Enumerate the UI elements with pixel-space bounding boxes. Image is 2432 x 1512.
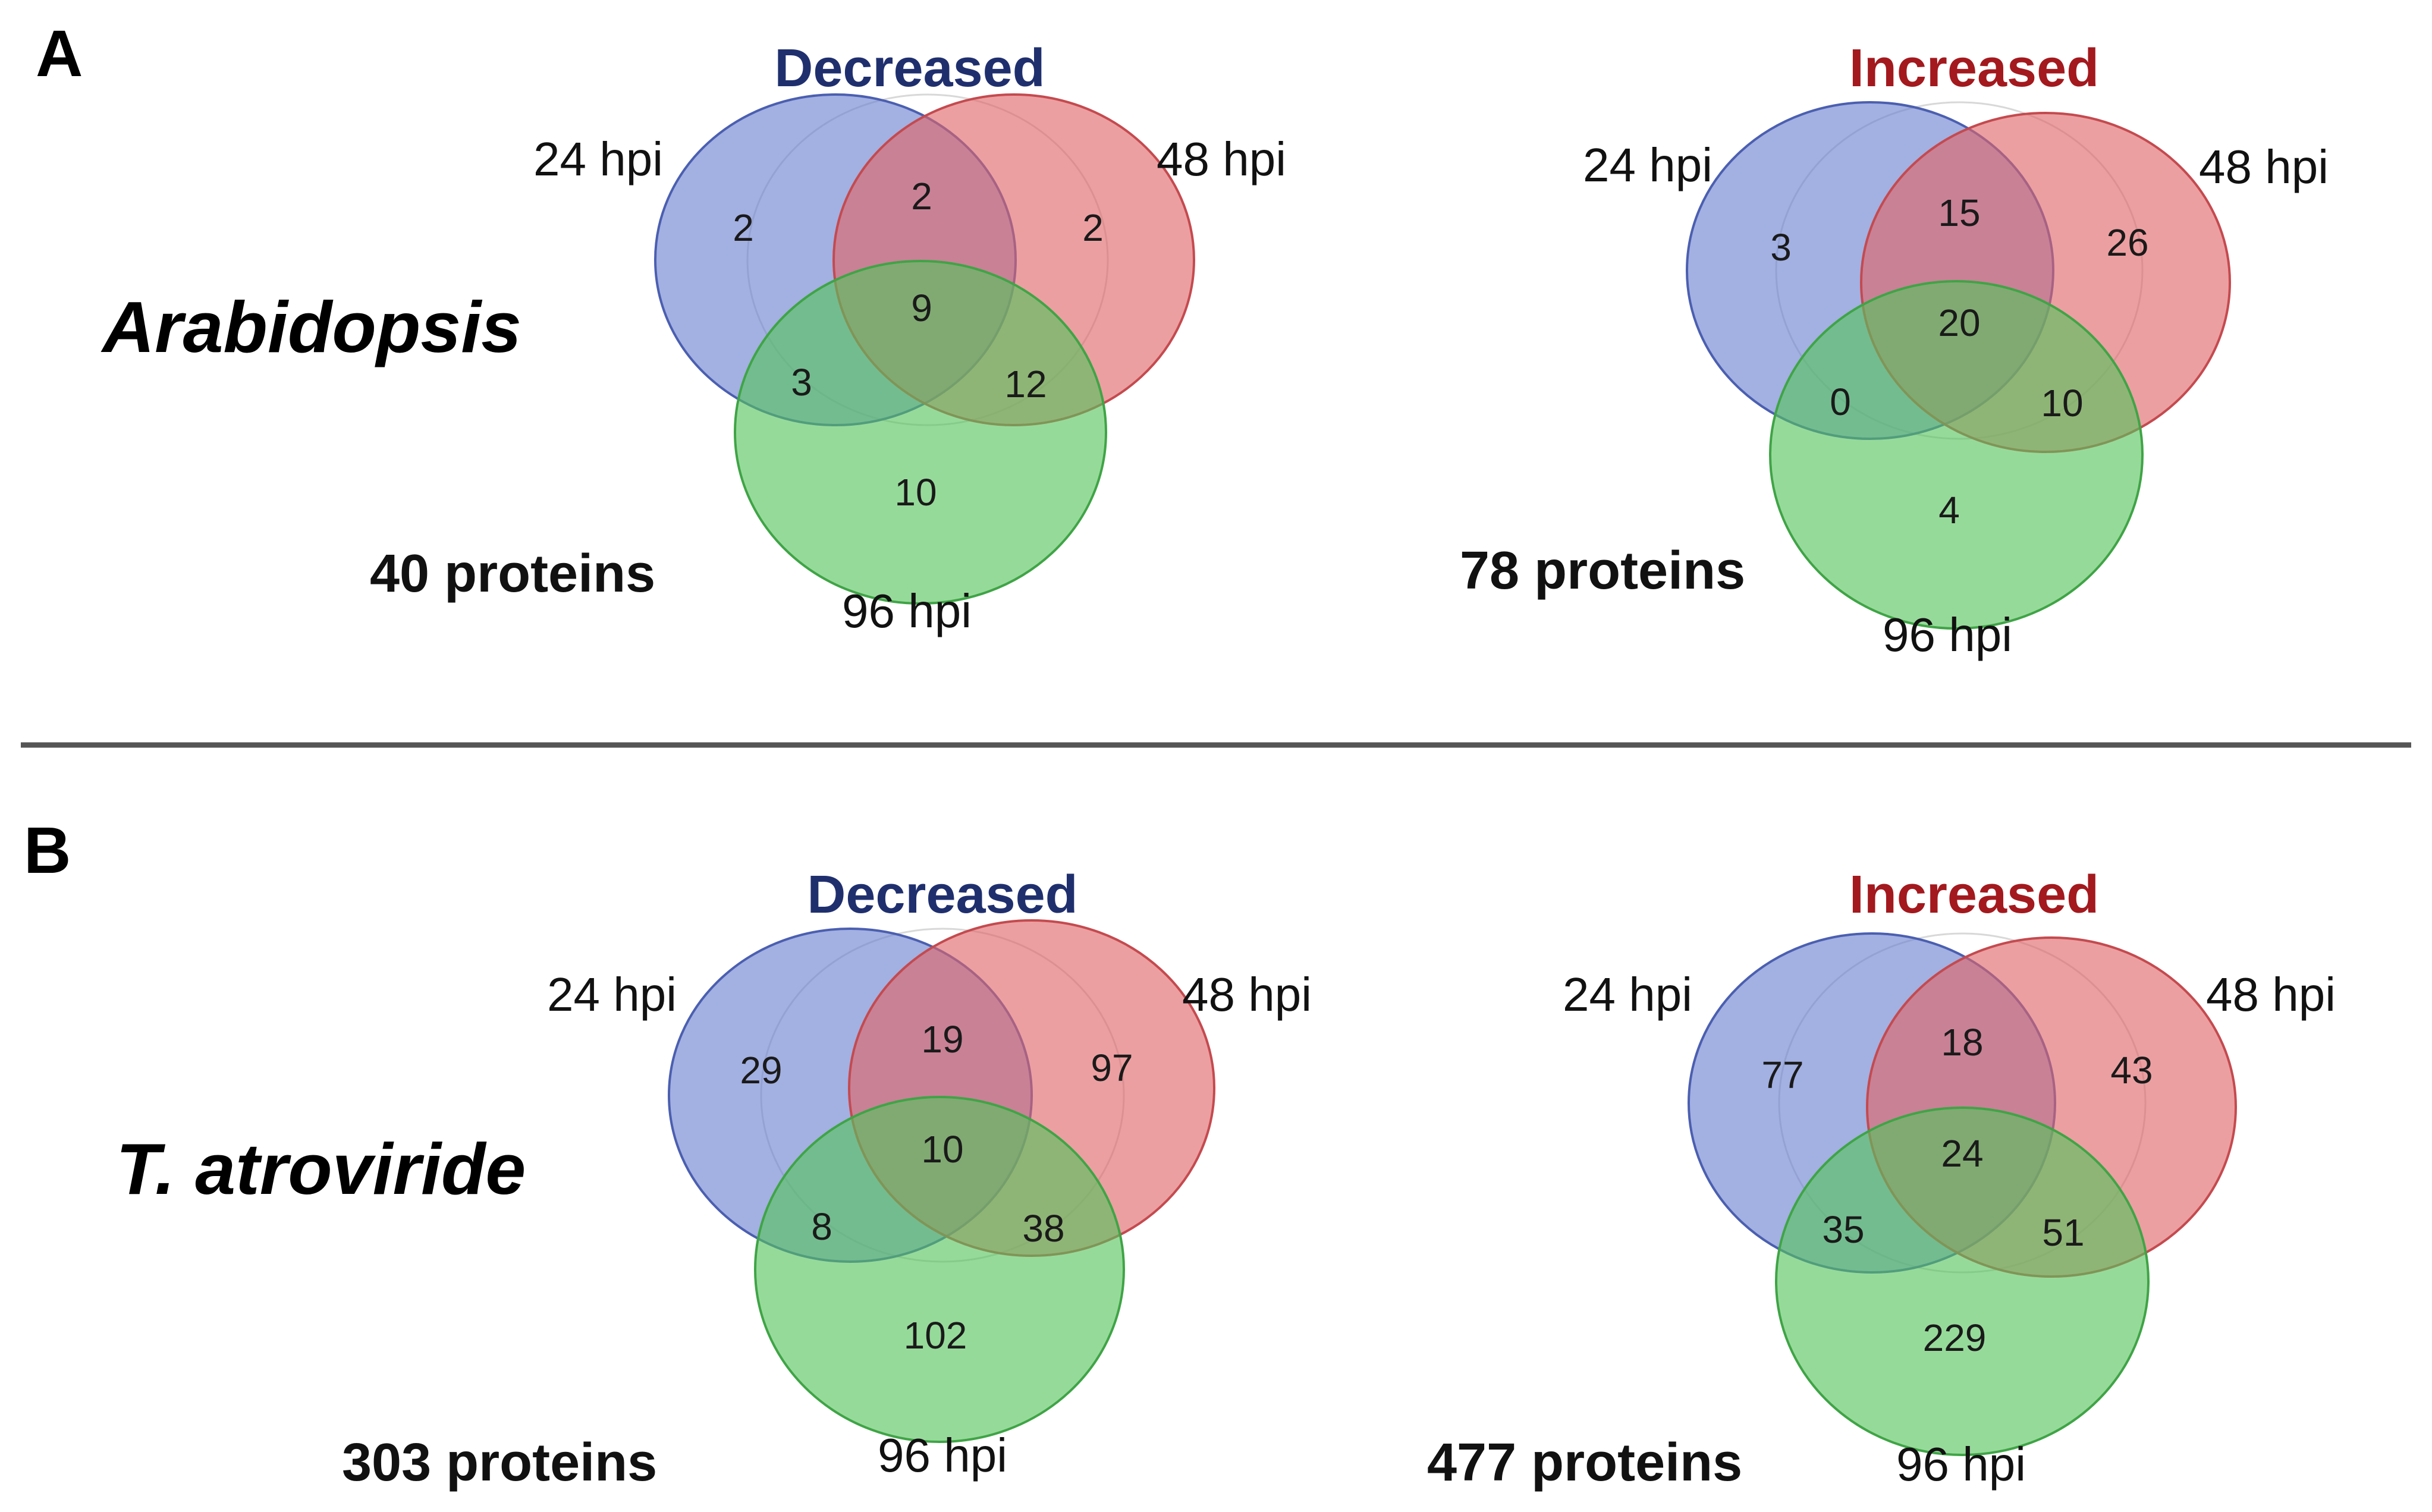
region-24-96: 35 (1822, 1208, 1864, 1251)
venn-b-increased: Increased 24 hpi 48 hpi 96 hpi 77 18 43 … (1427, 865, 2336, 1492)
set-label-96-hpi: 96 hpi (842, 584, 972, 637)
circle-96-hpi (754, 1096, 1125, 1443)
set-label-96-hpi: 96 hpi (878, 1429, 1007, 1482)
set-label-96-hpi: 96 hpi (1883, 608, 2012, 661)
region-24-48: 18 (1941, 1021, 1983, 1064)
region-24-only: 2 (733, 206, 754, 249)
region-96-only: 229 (1923, 1316, 1987, 1359)
region-all-three: 9 (911, 287, 932, 329)
region-24-48: 15 (1938, 191, 1980, 234)
region-24-48: 19 (921, 1018, 963, 1061)
region-24-48: 2 (911, 175, 932, 218)
total-proteins: 40 proteins (370, 544, 655, 603)
region-all-three: 20 (1938, 301, 1980, 344)
diagram-title-decreased: Decreased (807, 865, 1077, 925)
diagram-title-increased: Increased (1849, 39, 2099, 98)
set-label-48-hpi: 48 hpi (1157, 133, 1286, 186)
set-label-48-hpi: 48 hpi (1182, 968, 1312, 1021)
region-24-only: 29 (740, 1049, 782, 1092)
venn-b-decreased: Decreased 24 hpi 48 hpi 96 hpi 29 19 97 … (342, 865, 1312, 1492)
set-label-24-hpi: 24 hpi (533, 133, 663, 186)
set-label-24-hpi: 24 hpi (547, 968, 677, 1021)
diagram-title-increased: Increased (1849, 865, 2099, 925)
set-label-48-hpi: 48 hpi (2206, 968, 2336, 1021)
diagram-title-decreased: Decreased (774, 39, 1045, 98)
region-48-only: 97 (1091, 1046, 1133, 1089)
organism-label-arabidopsis: Arabidopsis (100, 287, 521, 367)
total-proteins: 303 proteins (342, 1433, 657, 1492)
region-48-96: 51 (2042, 1211, 2084, 1254)
circle-96-hpi (1775, 1107, 2150, 1456)
total-proteins: 78 proteins (1460, 541, 1745, 601)
region-48-only: 26 (2106, 221, 2148, 264)
region-all-three: 24 (1941, 1132, 1983, 1175)
set-label-24-hpi: 24 hpi (1563, 968, 1692, 1021)
region-96-only: 10 (894, 471, 937, 514)
region-48-only: 43 (2110, 1049, 2153, 1092)
region-24-only: 3 (1770, 226, 1792, 269)
region-24-96: 3 (791, 361, 812, 404)
circle-96-hpi (1769, 280, 2144, 630)
panel-letter-b: B (24, 814, 71, 887)
region-24-only: 77 (1761, 1054, 1803, 1096)
organism-label-t-atroviride: T. atroviride (116, 1129, 526, 1209)
region-all-three: 10 (921, 1128, 963, 1171)
region-96-only: 102 (904, 1314, 967, 1357)
set-label-24-hpi: 24 hpi (1583, 139, 1713, 191)
circle-96-hpi (734, 260, 1107, 605)
panel-letter-a: A (36, 17, 83, 90)
region-96-only: 4 (1938, 489, 1960, 532)
region-48-96: 38 (1022, 1207, 1064, 1250)
venn-a-increased: Increased 24 hpi 48 hpi 96 hpi 3 15 26 2… (1460, 39, 2329, 661)
set-label-48-hpi: 48 hpi (2199, 140, 2329, 193)
venn-a-decreased: Decreased 24 hpi 48 hpi 96 hpi 2 2 2 9 3… (370, 39, 1286, 637)
set-label-96-hpi: 96 hpi (1896, 1438, 2026, 1491)
total-proteins: 477 proteins (1427, 1433, 1742, 1492)
region-48-only: 2 (1082, 206, 1104, 249)
region-48-96: 12 (1004, 363, 1047, 405)
region-24-96: 0 (1830, 381, 1851, 423)
region-48-96: 10 (2041, 382, 2083, 425)
region-24-96: 8 (811, 1205, 832, 1248)
